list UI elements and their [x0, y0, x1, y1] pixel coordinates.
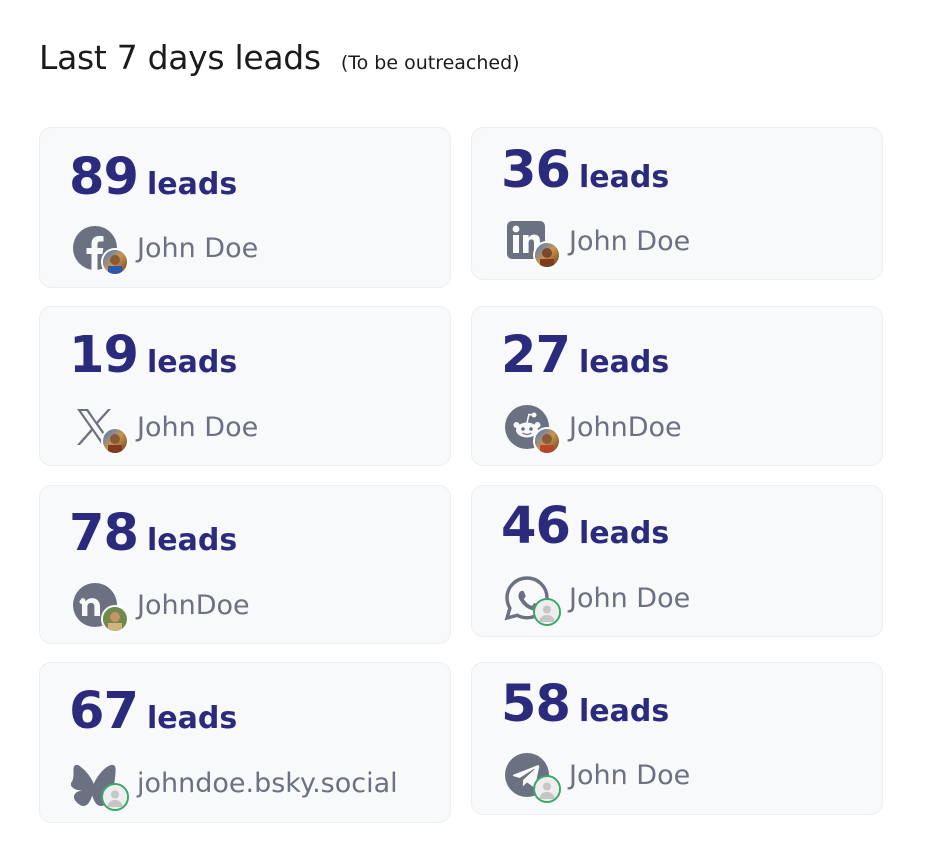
account-row: John Doe: [71, 224, 259, 276]
account-name: JohnDoe: [569, 411, 682, 443]
leads-label: leads: [146, 345, 238, 380]
leads-label: leads: [146, 701, 238, 736]
leads-card-x[interactable]: 19 leads John Doe: [39, 306, 451, 466]
account-row: johndoe.bsky.social: [71, 759, 398, 811]
account-row: John Doe: [503, 217, 691, 269]
account-name: johndoe.bsky.social: [137, 767, 398, 799]
leads-count: 36: [501, 141, 571, 200]
leads-card-whatsapp[interactable]: 46 leads John Doe: [471, 485, 883, 637]
account-row: JohnDoe: [71, 581, 250, 633]
leads-card-linkedin[interactable]: 36 leads John Doe: [471, 127, 883, 280]
leads-card-facebook[interactable]: 89 leads John Doe: [39, 127, 451, 288]
x-twitter-icon: [77, 409, 113, 445]
leads-count-row: 58 leads: [501, 679, 669, 730]
account-avatar: [101, 248, 129, 276]
account-row: John Doe: [71, 403, 259, 455]
account-avatar: [533, 241, 561, 269]
leads-count-row: 89 leads: [69, 152, 237, 203]
leads-count-row: 19 leads: [69, 330, 237, 381]
leads-count-row: 27 leads: [501, 330, 669, 381]
account-row: John Doe: [503, 574, 691, 626]
leads-count-row: 36 leads: [501, 145, 669, 196]
account-avatar: [101, 427, 129, 455]
section-title: Last 7 days leads: [39, 38, 321, 77]
leads-count: 67: [69, 682, 139, 741]
leads-count: 78: [69, 504, 139, 563]
account-name: John Doe: [569, 225, 691, 257]
leads-card-bluesky[interactable]: 67 leads johndoe.bsky.social: [39, 662, 451, 823]
leads-label: leads: [146, 167, 238, 202]
account-name: John Doe: [569, 582, 691, 614]
account-name: John Doe: [137, 232, 259, 264]
account-avatar-placeholder: [533, 598, 561, 626]
leads-count: 89: [69, 148, 139, 207]
account-avatar: [101, 605, 129, 633]
account-row: JohnDoe: [503, 403, 682, 455]
leads-count: 46: [501, 497, 571, 556]
leads-card-nextdoor[interactable]: 78 leads JohnDoe: [39, 485, 451, 644]
leads-count-row: 67 leads: [69, 686, 237, 737]
leads-count-row: 46 leads: [501, 501, 669, 552]
leads-count: 27: [501, 326, 571, 385]
leads-label: leads: [578, 694, 670, 729]
account-avatar-placeholder: [533, 775, 561, 803]
leads-label: leads: [578, 516, 670, 551]
account-avatar-placeholder: [101, 783, 129, 811]
leads-card-telegram[interactable]: 58 leads John Doe: [471, 662, 883, 815]
section-subtitle: (To be outreached): [340, 52, 520, 74]
account-row: John Doe: [503, 751, 691, 803]
leads-count: 58: [501, 675, 571, 734]
account-avatar: [533, 427, 561, 455]
leads-label: leads: [578, 160, 670, 195]
section-header: Last 7 days leads (To be outreached): [39, 38, 520, 77]
leads-count: 19: [69, 326, 139, 385]
leads-label: leads: [146, 523, 238, 558]
leads-count-row: 78 leads: [69, 508, 237, 559]
account-name: JohnDoe: [137, 589, 250, 621]
account-name: John Doe: [569, 759, 691, 791]
account-name: John Doe: [137, 411, 259, 443]
leads-card-reddit[interactable]: 27 leads JohnDoe: [471, 306, 883, 466]
leads-label: leads: [578, 345, 670, 380]
